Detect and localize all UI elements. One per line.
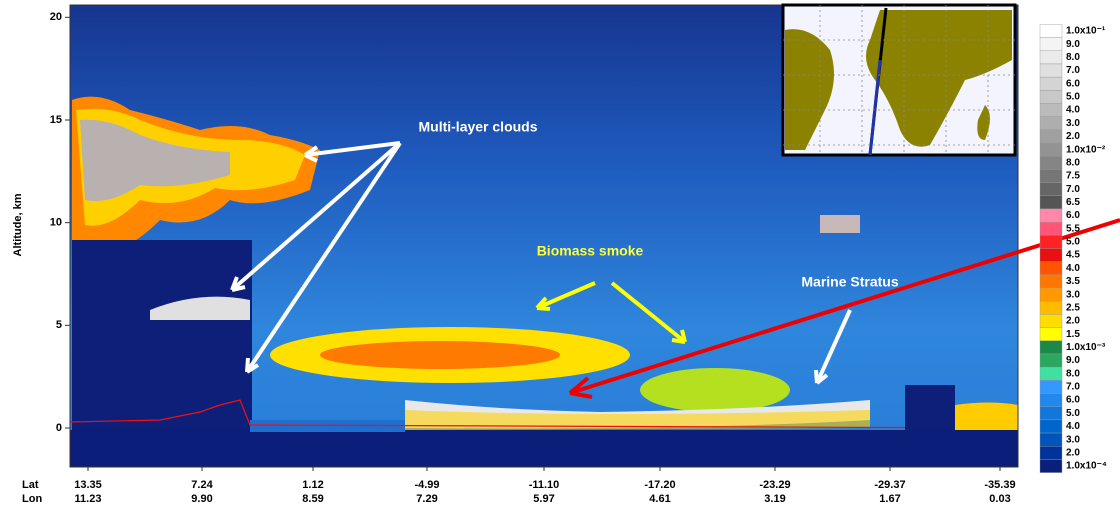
x-row-label: Lon xyxy=(22,493,42,505)
colorbar-swatch xyxy=(1040,420,1062,433)
colorbar-swatch xyxy=(1040,169,1062,182)
colorbar-swatch xyxy=(1040,196,1062,209)
colorbar-label: 4.0 xyxy=(1066,263,1080,274)
colorbar-label: 3.5 xyxy=(1066,276,1080,287)
colorbar-swatch xyxy=(1040,328,1062,341)
colorbar-swatch xyxy=(1040,90,1062,103)
colorbar-label: 5.0 xyxy=(1066,237,1080,248)
colorbar-swatch xyxy=(1040,249,1062,262)
colorbar-swatch xyxy=(1040,314,1062,327)
colorbar-label: 1.0x10⁻³ xyxy=(1066,342,1106,353)
colorbar-label: 6.0 xyxy=(1066,395,1080,406)
colorbar-label: 6.0 xyxy=(1066,78,1080,89)
x-tick-label: 1.67 xyxy=(879,493,900,505)
y-tick-label: 20 xyxy=(50,11,62,23)
colorbar-label: 4.5 xyxy=(1066,250,1080,261)
colorbar-label: 9.0 xyxy=(1066,39,1080,50)
colorbar-swatch xyxy=(1040,51,1062,64)
colorbar-swatch xyxy=(1040,354,1062,367)
colorbar-swatch xyxy=(1040,459,1062,472)
colorbar-label: 1.0x10⁻⁴ xyxy=(1066,461,1107,472)
colorbar-swatch xyxy=(1040,222,1062,235)
x-tick-label: -35.39 xyxy=(984,479,1015,491)
colorbar-swatch xyxy=(1040,24,1062,37)
colorbar-label: 8.0 xyxy=(1066,157,1080,168)
colorbar-label: 4.0 xyxy=(1066,421,1080,432)
colorbar-swatch xyxy=(1040,130,1062,143)
x-tick-label: 1.12 xyxy=(302,479,323,491)
colorbar-swatch xyxy=(1040,341,1062,354)
x-tick-label: 7.24 xyxy=(191,479,213,491)
x-tick-label: 3.19 xyxy=(764,493,785,505)
x-row-label: Lat xyxy=(22,479,39,491)
x-tick-label: 13.35 xyxy=(74,479,102,491)
colorbar-swatch xyxy=(1040,117,1062,130)
y-tick-label: 10 xyxy=(50,217,62,229)
colorbar-label: 5.0 xyxy=(1066,408,1080,419)
colorbar-swatch xyxy=(1040,446,1062,459)
inset-map xyxy=(783,5,1015,155)
annotation: Multi-layer clouds xyxy=(418,119,537,135)
colorbar-label: 5.0 xyxy=(1066,92,1080,103)
colorbar-swatch xyxy=(1040,394,1062,407)
x-tick-label: 4.61 xyxy=(649,493,670,505)
colorbar-label: 1.5 xyxy=(1066,329,1080,340)
colorbar-swatch xyxy=(1040,77,1062,90)
colorbar-label: 3.0 xyxy=(1066,118,1080,129)
colorbar-label: 4.0 xyxy=(1066,105,1080,116)
x-tick-label: 9.90 xyxy=(191,493,212,505)
colorbar-swatch xyxy=(1040,38,1062,51)
y-tick-label: 15 xyxy=(50,114,62,126)
x-tick-label: 7.29 xyxy=(416,493,437,505)
chart: Altitude, km Lat Lon 0 5 10 15 20 13.35 11.23 7… xyxy=(0,0,1120,507)
y-tick-label: 5 xyxy=(56,319,62,331)
colorbar-label: 2.0 xyxy=(1066,447,1080,458)
colorbar-swatch xyxy=(1040,235,1062,248)
colorbar-label: 1.0x10⁻² xyxy=(1066,144,1106,155)
x-tick-label: 0.03 xyxy=(989,493,1010,505)
y-tick-label: 0 xyxy=(56,422,62,434)
x-tick-label: 11.23 xyxy=(75,493,102,505)
colorbar-label: 8.0 xyxy=(1066,52,1080,63)
colorbar-swatch xyxy=(1040,143,1062,156)
colorbar-label: 2.0 xyxy=(1066,131,1080,142)
colorbar-swatch xyxy=(1040,209,1062,222)
colorbar-label: 2.0 xyxy=(1066,316,1080,327)
x-tick-label: -17.20 xyxy=(644,479,675,491)
colorbar-label: 7.5 xyxy=(1066,171,1080,182)
colorbar-label: 7.0 xyxy=(1066,184,1080,195)
y-axis-label: Altitude, km xyxy=(12,193,24,256)
x-tick-label: 8.59 xyxy=(302,493,323,505)
colorbar-swatch xyxy=(1040,367,1062,380)
x-tick-label: -4.99 xyxy=(414,479,439,491)
colorbar-label: 7.0 xyxy=(1066,65,1080,76)
colorbar-label: 9.0 xyxy=(1066,355,1080,366)
x-tick-label: -11.10 xyxy=(529,479,560,491)
colorbar-label: 5.5 xyxy=(1066,223,1080,234)
colorbar-swatch xyxy=(1040,275,1062,288)
colorbar-swatch xyxy=(1040,156,1062,169)
colorbar-label: 3.0 xyxy=(1066,289,1080,300)
colorbar-swatch xyxy=(1040,380,1062,393)
colorbar-swatch xyxy=(1040,433,1062,446)
colorbar-label: 2.5 xyxy=(1066,302,1080,313)
colorbar-swatch xyxy=(1040,301,1062,314)
colorbar-swatch xyxy=(1040,64,1062,77)
colorbar-label: 7.0 xyxy=(1066,382,1080,393)
colorbar-label: 8.0 xyxy=(1066,368,1080,379)
colorbar-label: 1.0x10⁻¹ xyxy=(1066,26,1106,37)
x-tick-label: -23.29 xyxy=(759,479,790,491)
x-tick-label: 5.97 xyxy=(533,493,554,505)
x-tick-label: -29.37 xyxy=(874,479,905,491)
colorbar-swatch xyxy=(1040,407,1062,420)
colorbar-swatch xyxy=(1040,104,1062,117)
annotation: Marine Stratus xyxy=(801,274,898,290)
colorbar-label: 6.5 xyxy=(1066,197,1080,208)
colorbar-swatch xyxy=(1040,183,1062,196)
colorbar-label: 3.0 xyxy=(1066,434,1080,445)
annotation: Biomass smoke xyxy=(537,243,644,259)
colorbar-swatch xyxy=(1040,288,1062,301)
colorbar-swatch xyxy=(1040,262,1062,275)
colorbar-label: 6.0 xyxy=(1066,210,1080,221)
